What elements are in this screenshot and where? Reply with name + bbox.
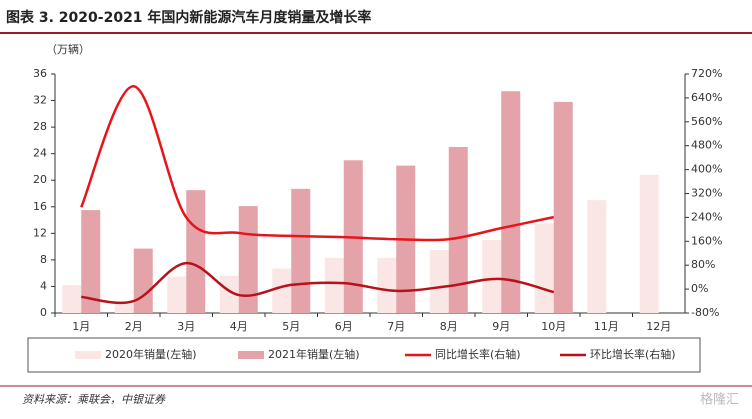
bar: [639, 174, 659, 313]
y2-tick-label: 0%: [691, 282, 708, 295]
bar: [377, 257, 397, 313]
bar: [81, 210, 101, 313]
x-tick-label: 9月: [492, 320, 510, 333]
y-tick-label: 24: [33, 147, 47, 160]
source: 资料来源：乘联会，中银证券: [22, 393, 166, 406]
y-tick-label: 0: [40, 306, 47, 319]
y2-tick-label: 560%: [691, 115, 722, 128]
x-tick-label: 11月: [594, 320, 619, 333]
bar: [238, 206, 258, 313]
bar: [501, 91, 521, 313]
y2-tick-label: 480%: [691, 139, 722, 152]
bar: [291, 188, 311, 313]
bar: [482, 239, 502, 313]
chart-title: 图表 3. 2020-2021 年国内新能源汽车月度销量及增长率: [6, 9, 371, 26]
x-tick-label: 4月: [230, 320, 248, 333]
bar: [587, 200, 607, 313]
legend-label: 同比增长率(右轴): [435, 347, 521, 361]
y-tick-label: 36: [33, 67, 47, 80]
y2-tick-label: -80%: [691, 306, 719, 319]
legend-label: 环比增长率(右轴): [590, 347, 676, 361]
bar: [219, 275, 239, 313]
legend-label: 2020年销量(左轴): [105, 347, 197, 361]
x-tick-label: 1月: [72, 320, 90, 333]
bar: [448, 147, 468, 313]
y2-tick-label: 80%: [691, 258, 715, 271]
y-tick-label: 12: [33, 226, 47, 239]
bar: [133, 248, 153, 313]
bar: [114, 303, 134, 313]
bar: [62, 285, 82, 313]
x-tick-label: 12月: [646, 320, 671, 333]
legend-box: [27, 337, 701, 373]
bar: [429, 249, 449, 313]
x-tick-label: 6月: [335, 320, 353, 333]
legend-swatch: [75, 351, 101, 359]
line: [80, 84, 555, 242]
line: [81, 261, 555, 305]
y2-tick-label: 240%: [691, 210, 722, 223]
legend-label: 2021年销量(左轴): [268, 347, 360, 361]
y2-tick-label: 640%: [691, 91, 722, 104]
x-tick-label: 10月: [541, 320, 566, 333]
bar: [272, 268, 292, 313]
watermark: 格隆汇: [700, 392, 739, 408]
x-tick-label: 8月: [440, 320, 458, 333]
y2-tick-label: 400%: [691, 163, 722, 176]
y-axis-label: （万辆）: [46, 42, 90, 56]
y-tick-label: 20: [33, 173, 47, 186]
x-tick-label: 3月: [177, 320, 195, 333]
y2-tick-label: 160%: [691, 234, 722, 247]
legend-swatch: [238, 351, 264, 359]
bar: [534, 223, 554, 313]
bar: [167, 276, 187, 313]
x-tick-label: 2月: [125, 320, 143, 333]
y-tick-label: 16: [33, 200, 47, 213]
y2-tick-label: 320%: [691, 187, 722, 200]
bar: [324, 257, 344, 313]
y-tick-label: 8: [40, 253, 47, 266]
y-tick-label: 4: [40, 279, 47, 292]
x-tick-label: 5月: [282, 320, 300, 333]
y-tick-label: 28: [33, 120, 47, 133]
bar: [186, 190, 206, 313]
y2-tick-label: 720%: [691, 67, 722, 80]
bar: [553, 101, 573, 313]
y-tick-label: 32: [33, 94, 47, 107]
x-tick-label: 7月: [387, 320, 405, 333]
